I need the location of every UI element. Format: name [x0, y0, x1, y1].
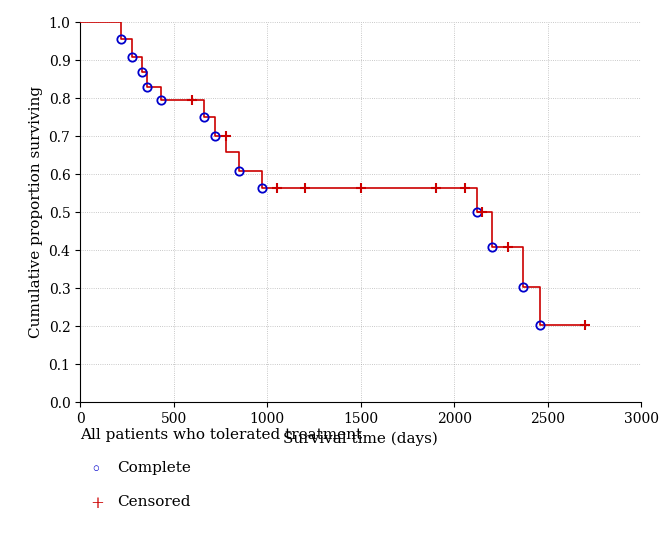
Y-axis label: Cumulative proportion surviving: Cumulative proportion surviving [29, 86, 43, 339]
Text: +: + [90, 495, 104, 511]
Text: All patients who tolerated treatment: All patients who tolerated treatment [80, 428, 362, 442]
Text: ◦: ◦ [90, 461, 101, 479]
Text: Complete: Complete [117, 461, 191, 475]
X-axis label: Survival time (days): Survival time (days) [283, 432, 438, 446]
Text: Censored: Censored [117, 495, 190, 509]
